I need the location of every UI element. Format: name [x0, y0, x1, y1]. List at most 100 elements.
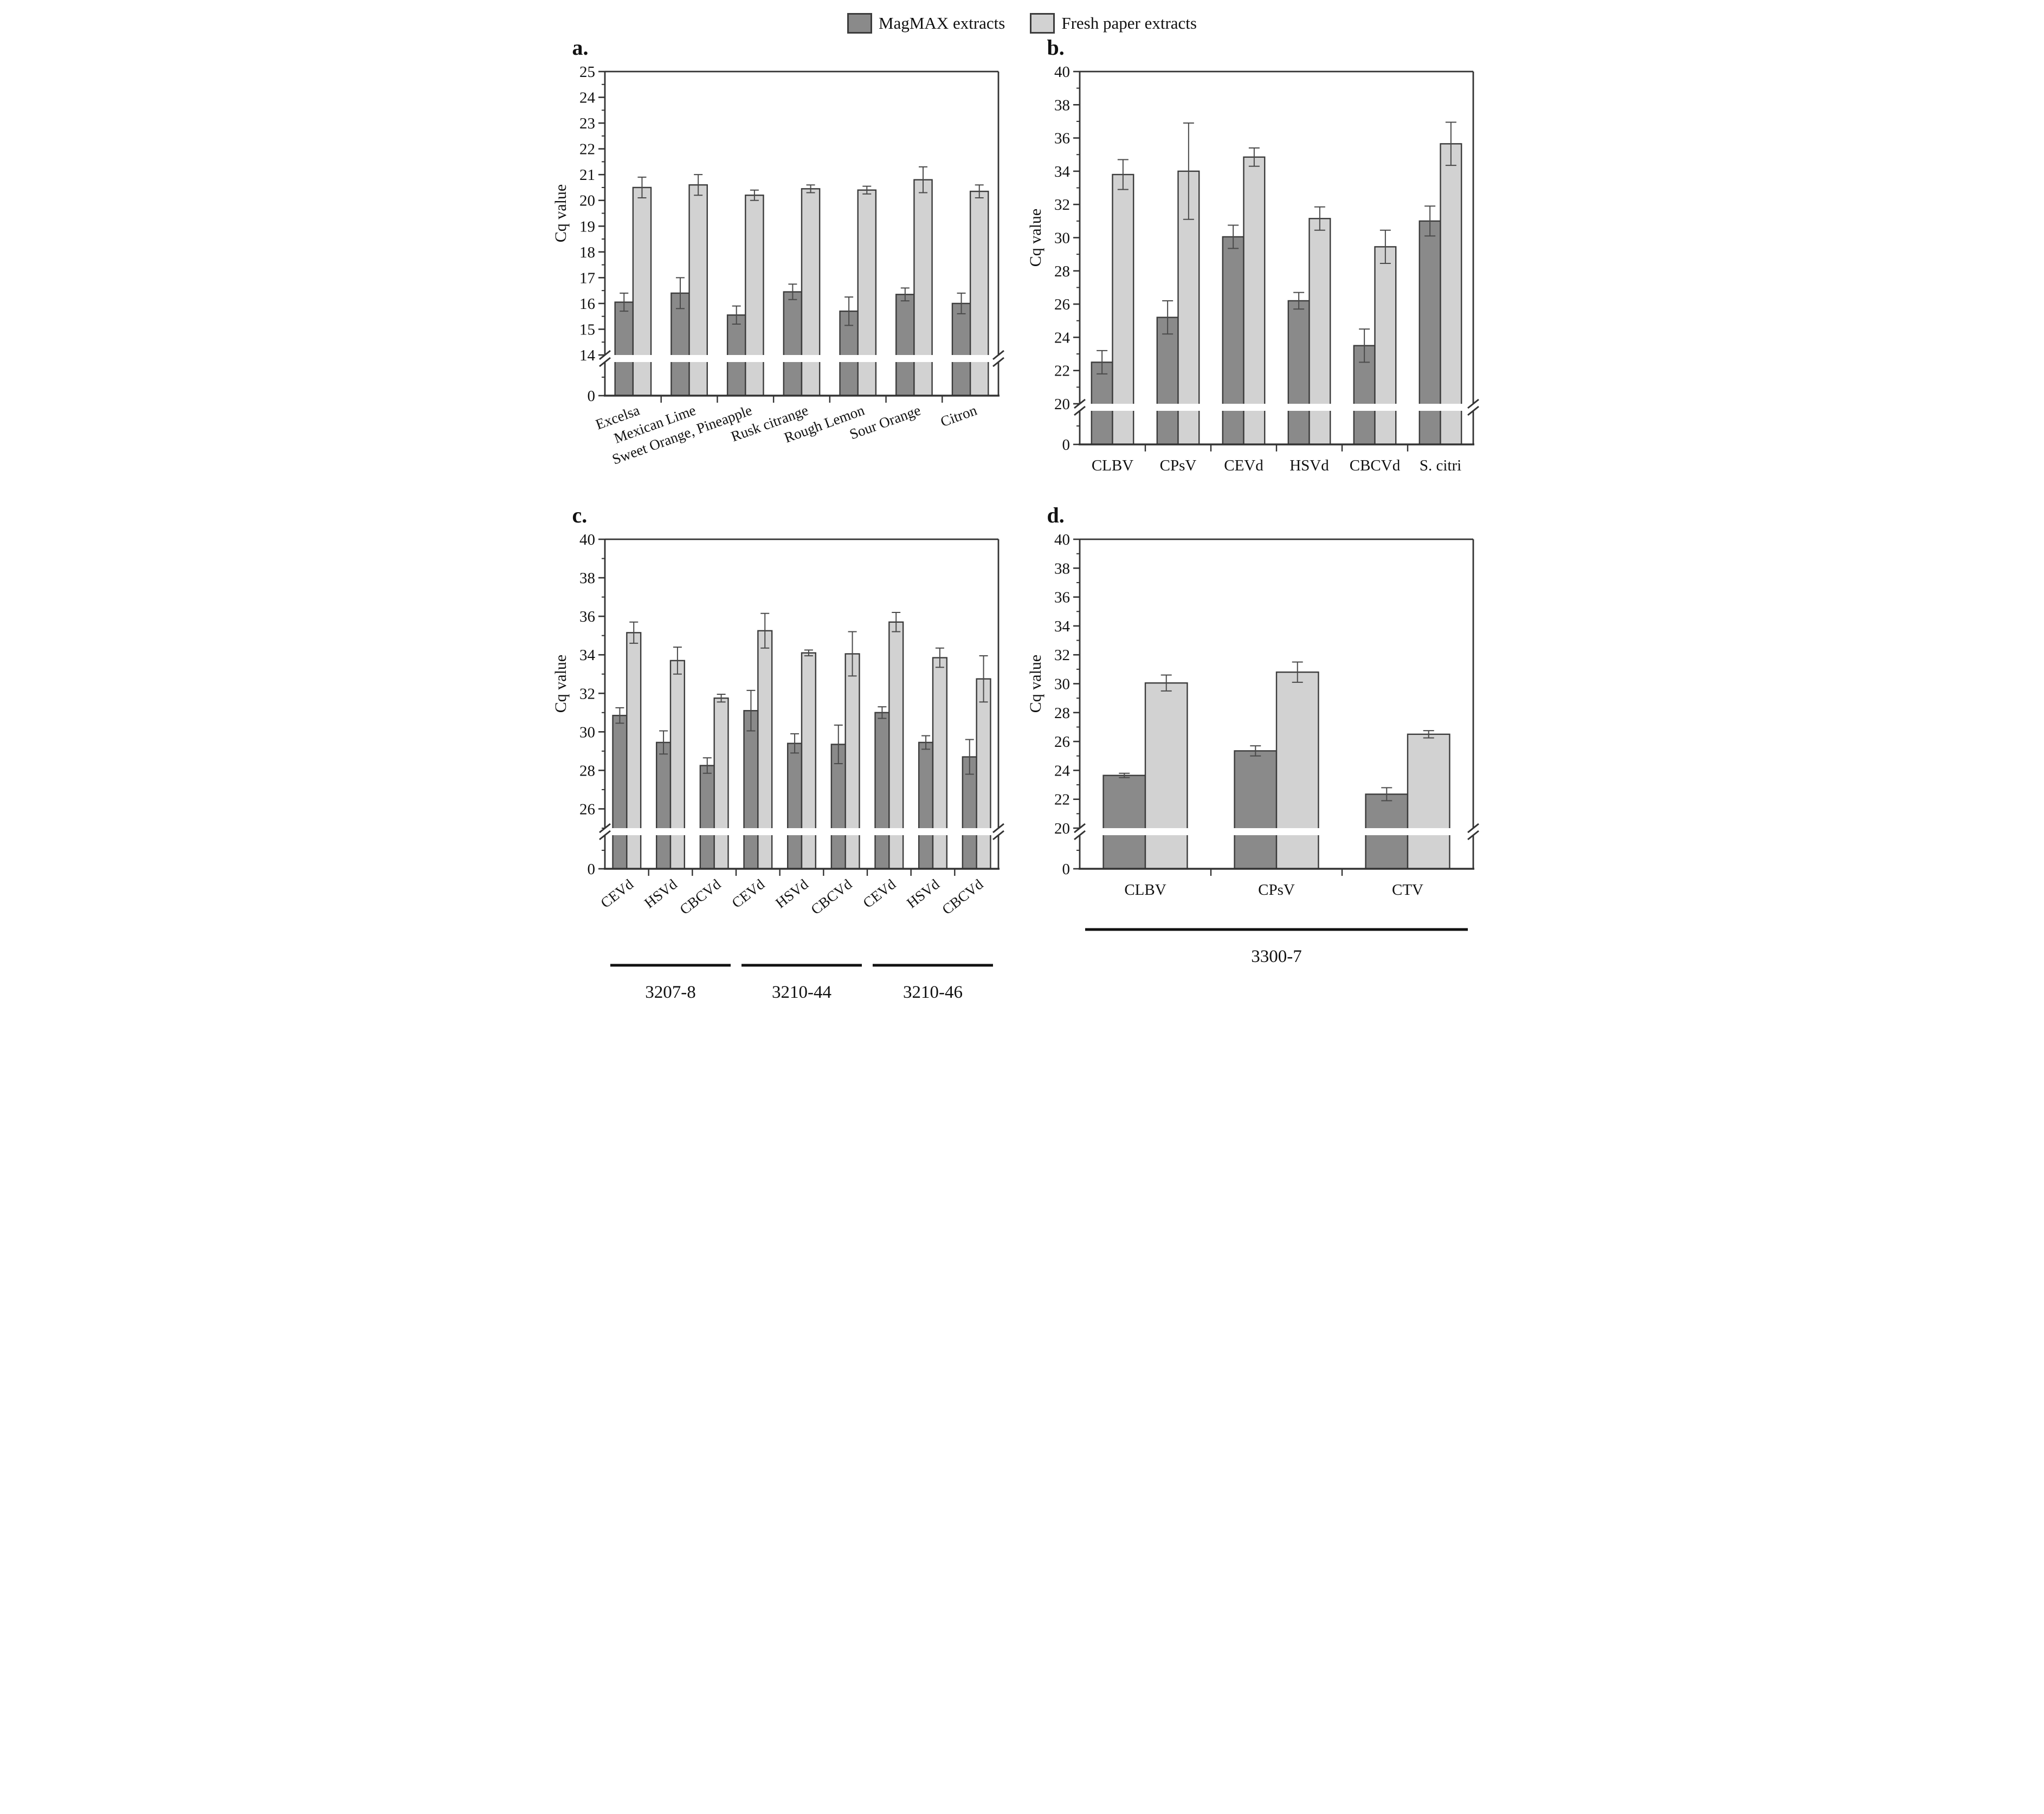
- x-tick-label: Citron: [938, 402, 979, 430]
- bar: [1374, 246, 1396, 446]
- y-tick-label: 30: [1054, 676, 1070, 693]
- y-tick-label: 18: [579, 244, 595, 261]
- panel-c-label: c.: [572, 503, 588, 527]
- y-tick-label: 26: [1054, 733, 1070, 751]
- y-axis-title: Cq value: [1027, 209, 1044, 267]
- group-label: 3300-7: [1251, 947, 1302, 966]
- y-tick-label: 34: [1054, 163, 1071, 180]
- x-tick-label: CEVd: [597, 876, 636, 912]
- bar: [962, 756, 977, 870]
- break-slash: [1467, 830, 1479, 841]
- x-tick-label: CBCVd: [676, 876, 724, 918]
- bar: [1156, 317, 1179, 446]
- bar: [655, 741, 671, 870]
- y-tick-label: 36: [1054, 589, 1070, 606]
- y-tick-label: 28: [1054, 263, 1070, 280]
- panel-b-label: b.: [1047, 35, 1065, 60]
- bar: [1091, 361, 1113, 446]
- x-tick-label: CLBV: [1091, 457, 1133, 474]
- bar: [918, 741, 933, 870]
- bar: [614, 301, 634, 397]
- figure: MagMAX extracts Fresh paper extracts a. …: [551, 0, 1494, 1040]
- y-tick-label: 17: [579, 269, 595, 287]
- y-tick-label: 26: [1054, 296, 1070, 313]
- y-tick-label: 34: [579, 647, 596, 664]
- bar: [688, 184, 708, 397]
- y-tick-label: 28: [579, 762, 595, 779]
- bar: [913, 179, 933, 397]
- y-tick-label: 34: [1054, 618, 1071, 635]
- bar: [888, 621, 904, 870]
- legend-swatch-magmax: [847, 13, 873, 34]
- bar: [951, 302, 971, 397]
- y-zero-label: 0: [1062, 436, 1070, 454]
- legend-item-fresh-paper: Fresh paper extracts: [1030, 13, 1197, 34]
- x-tick-label: HSVd: [1289, 457, 1329, 474]
- y-tick-label: 30: [1054, 230, 1070, 247]
- break-slash: [1467, 823, 1479, 834]
- axis-break-band: [1072, 828, 1481, 835]
- bar: [1222, 236, 1245, 446]
- bar: [932, 657, 947, 870]
- break-slash: [598, 357, 611, 367]
- bar: [669, 660, 685, 870]
- bar: [801, 652, 816, 870]
- axis-break-band: [597, 828, 1006, 835]
- bar: [1439, 143, 1462, 446]
- legend-label-magmax: MagMAX extracts: [879, 14, 1005, 33]
- bar: [874, 712, 890, 870]
- y-axis-title: Cq value: [1027, 655, 1044, 713]
- y-tick-label: 21: [579, 166, 595, 184]
- y-tick-label: 25: [579, 63, 595, 81]
- axis-break-band: [597, 355, 1006, 362]
- legend-item-magmax: MagMAX extracts: [847, 13, 1005, 34]
- y-tick-label: 38: [1054, 560, 1070, 577]
- bar: [857, 189, 876, 397]
- bar: [611, 714, 628, 870]
- x-tick-label: S. citri: [1419, 457, 1461, 474]
- y-tick-label: 32: [1054, 196, 1070, 214]
- y-tick-label: 24: [1054, 329, 1071, 346]
- bar: [699, 765, 715, 870]
- y-zero-label: 0: [1062, 861, 1070, 878]
- panel-c: c. 26 28 30 32 34 36 38 40 0 CEVd HSVd CBCVd CEVd HSV…: [551, 503, 1017, 1023]
- y-tick-label: 40: [1054, 63, 1070, 81]
- panel-b-chart: 20 22 24 26 28 30 32 34 36 38 40 0 CLBV CPsV CEVd HSVd C…: [1027, 63, 1481, 474]
- bar: [786, 743, 802, 870]
- y-tick-label: 22: [1054, 791, 1070, 809]
- panels-grid: a. 14 15 16 17 18 19 20 21 22 23 24 25 0 Excelsa Mexic…: [551, 36, 1494, 1023]
- bar: [1418, 220, 1441, 446]
- y-tick-label: 15: [579, 321, 595, 338]
- bar: [975, 678, 991, 870]
- bar: [1233, 750, 1277, 870]
- legend: MagMAX extracts Fresh paper extracts: [551, 5, 1494, 36]
- bar: [744, 195, 764, 397]
- break-slash: [1467, 405, 1479, 416]
- x-tick-label: CPsV: [1159, 457, 1196, 474]
- panel-d-chart: 20 22 24 26 28 30 32 34 36 38 40 0 CLBV CPsV CTV 3300-7…: [1027, 531, 1481, 966]
- break-slash: [992, 823, 1004, 834]
- legend-swatch-fresh-paper: [1030, 13, 1055, 34]
- bar: [1275, 671, 1319, 870]
- bar: [895, 294, 915, 397]
- y-tick-label: 20: [1054, 396, 1070, 413]
- panel-b: b. 20 22 24 26 28 30 32 34 36 38 40 0 CLBV CPsV CEVd HS…: [1026, 36, 1492, 501]
- bar: [969, 190, 989, 397]
- y-tick-label: 24: [1054, 762, 1071, 779]
- y-tick-label: 20: [1054, 820, 1070, 837]
- y-tick-label: 26: [579, 801, 595, 818]
- break-slash: [992, 350, 1004, 360]
- x-tick-label: CLBV: [1124, 881, 1166, 899]
- x-tick-label: CBCVd: [808, 876, 855, 918]
- y-axis-title: Cq value: [552, 184, 570, 242]
- y-tick-label: 32: [1054, 647, 1070, 664]
- panel-d: d. 20 22 24 26 28 30 32 34 36 38 40 0 CLBV CPsV CTV 330…: [1026, 503, 1492, 1023]
- y-tick-label: 40: [579, 531, 595, 548]
- bar: [1102, 774, 1146, 870]
- y-tick-label: 22: [1054, 363, 1070, 380]
- y-tick-label: 40: [1054, 531, 1070, 548]
- y-axis-title: Cq value: [552, 655, 570, 713]
- legend-label-fresh-paper: Fresh paper extracts: [1061, 14, 1197, 33]
- bar: [743, 710, 759, 870]
